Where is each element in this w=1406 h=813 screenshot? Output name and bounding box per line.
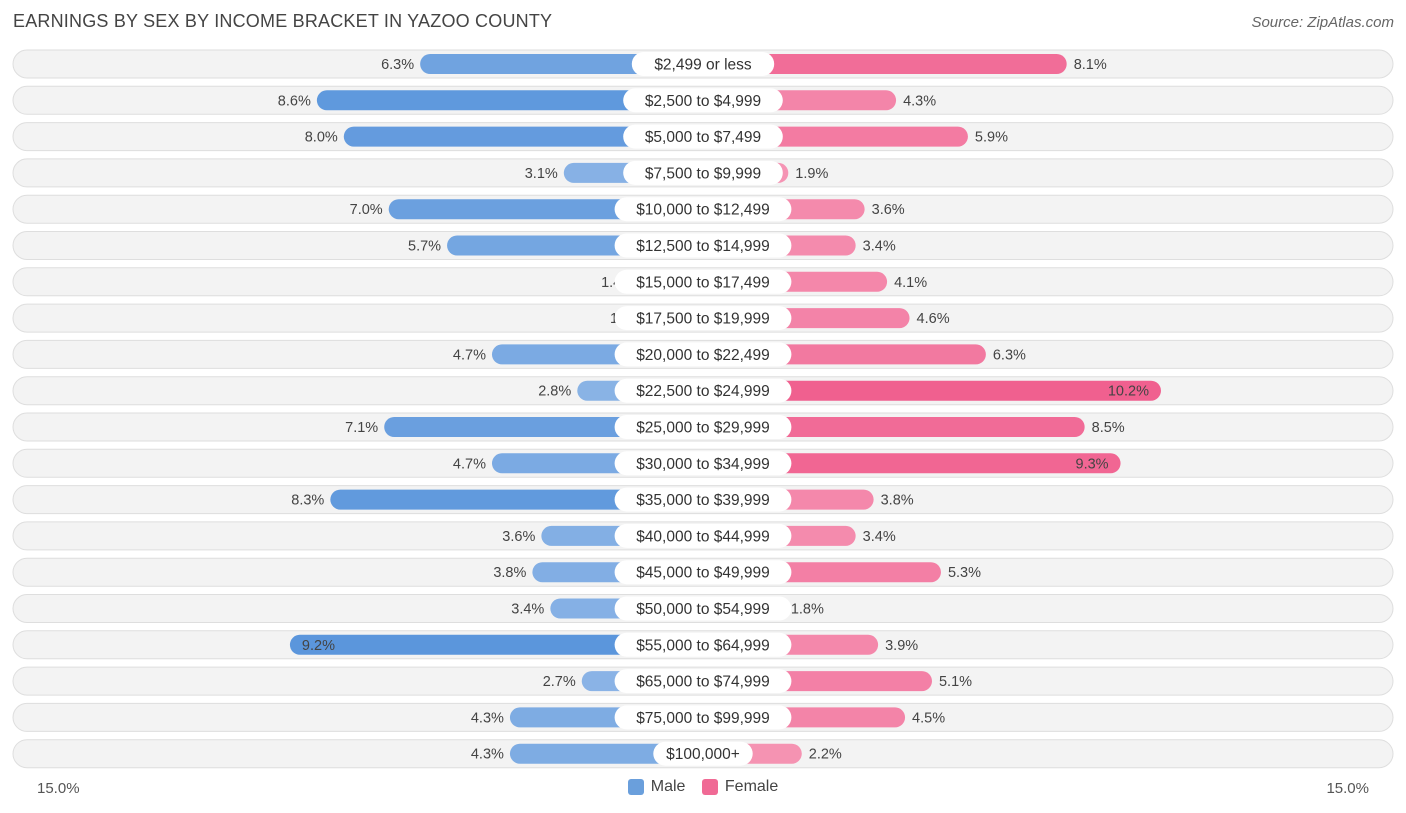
- category-pill: [614, 560, 792, 585]
- female-value-label: 1.9%: [795, 166, 828, 182]
- male-value-label: 7.1%: [345, 420, 378, 436]
- legend-label-male: Male: [650, 778, 686, 795]
- category-label: $2,499 or less: [654, 57, 752, 74]
- female-value-label: 5.3%: [948, 565, 981, 581]
- category-pill: [614, 705, 792, 730]
- category-label: $15,000 to $17,499: [636, 274, 770, 291]
- male-bar: [420, 54, 703, 74]
- legend-label-female: Female: [724, 778, 779, 795]
- female-value-label: 3.6%: [872, 202, 905, 218]
- legend-swatch-female: [701, 779, 718, 795]
- category-label: $35,000 to $39,999: [636, 492, 770, 509]
- male-value-label: 4.7%: [453, 456, 486, 472]
- category-pill: [614, 269, 792, 294]
- male-value-label: 8.3%: [291, 493, 324, 509]
- category-label: $2,500 to $4,999: [645, 93, 761, 110]
- category-pill: [614, 233, 792, 258]
- female-value-label: 4.1%: [894, 275, 927, 291]
- category-pill: [653, 741, 753, 766]
- female-value-label: 5.1%: [939, 674, 972, 690]
- category-label: $17,500 to $19,999: [636, 311, 770, 328]
- male-value-label: 2.8%: [538, 384, 571, 400]
- female-bar: [703, 453, 1121, 474]
- female-bar: [703, 54, 1067, 74]
- male-value-label: 5.7%: [408, 239, 441, 255]
- category-label: $100,000+: [666, 746, 740, 763]
- male-value-label: 9.2%: [302, 638, 335, 654]
- female-value-label: 4.5%: [912, 710, 945, 726]
- male-bar: [316, 90, 703, 111]
- category-label: $20,000 to $22,499: [636, 347, 770, 364]
- category-pill: [614, 378, 792, 403]
- category-pill: [614, 197, 792, 222]
- female-value-label: 6.3%: [993, 347, 1026, 363]
- female-value-label: 9.3%: [1076, 456, 1109, 472]
- female-value-label: 8.1%: [1074, 57, 1107, 73]
- female-bar: [703, 417, 1085, 437]
- category-pill: [614, 342, 792, 367]
- category-label: $22,500 to $24,999: [636, 383, 770, 400]
- category-pill: [614, 306, 792, 331]
- category-pill: [631, 52, 775, 76]
- female-value-label: 10.2%: [1108, 384, 1149, 400]
- female-value-label: 4.6%: [917, 311, 950, 327]
- male-value-label: 7.0%: [350, 202, 383, 218]
- category-pill: [614, 523, 792, 548]
- female-value-label: 4.3%: [903, 93, 936, 109]
- category-pill: [614, 487, 792, 512]
- category-label: $50,000 to $54,999: [636, 601, 770, 618]
- legend-item-male: Male: [627, 778, 686, 796]
- category-pill: [614, 596, 792, 621]
- category-label: $7,500 to $9,999: [645, 165, 761, 182]
- category-label: $12,500 to $14,999: [636, 238, 770, 255]
- legend-item-female: Female: [701, 778, 779, 796]
- male-bar: [343, 126, 703, 147]
- female-value-label: 2.2%: [809, 747, 842, 763]
- category-pill: [614, 415, 792, 439]
- category-label: $30,000 to $34,999: [636, 456, 770, 473]
- female-value-label: 3.4%: [863, 239, 896, 255]
- axis-left-label: 15.0%: [37, 780, 80, 797]
- male-value-label: 3.6%: [502, 529, 535, 545]
- female-value-label: 1.8%: [791, 602, 824, 618]
- category-pill: [623, 160, 783, 185]
- male-value-label: 8.0%: [305, 130, 338, 146]
- male-value-label: 3.8%: [493, 565, 526, 581]
- axis-right-label: 15.0%: [1326, 780, 1369, 797]
- female-value-label: 8.5%: [1092, 420, 1125, 436]
- source-label: Source: ZipAtlas.com: [1251, 14, 1394, 31]
- category-pill: [623, 124, 783, 149]
- female-value-label: 3.8%: [881, 493, 914, 509]
- chart-title: EARNINGS BY SEX BY INCOME BRACKET IN YAZ…: [13, 11, 553, 31]
- female-bar: [703, 380, 1161, 401]
- male-value-label: 4.3%: [471, 710, 504, 726]
- category-label: $25,000 to $29,999: [636, 420, 770, 437]
- male-value-label: 6.3%: [381, 57, 414, 73]
- legend: Male Female: [0, 778, 1406, 800]
- female-value-label: 3.4%: [863, 529, 896, 545]
- male-bar: [289, 634, 703, 655]
- male-bar: [330, 489, 703, 510]
- male-value-label: 3.4%: [511, 602, 544, 618]
- category-label: $40,000 to $44,999: [636, 528, 770, 545]
- male-value-label: 3.1%: [525, 166, 558, 182]
- male-value-label: 4.3%: [471, 747, 504, 763]
- category-pill: [623, 88, 783, 113]
- category-label: $5,000 to $7,499: [645, 129, 761, 146]
- female-value-label: 5.9%: [975, 130, 1008, 146]
- category-pill: [614, 632, 792, 657]
- category-label: $45,000 to $49,999: [636, 565, 770, 582]
- category-label: $75,000 to $99,999: [636, 710, 770, 727]
- male-value-label: 4.7%: [453, 347, 486, 363]
- category-label: $10,000 to $12,499: [636, 202, 770, 219]
- category-pill: [614, 669, 792, 694]
- male-value-label: 8.6%: [278, 93, 311, 109]
- category-label: $65,000 to $74,999: [636, 674, 770, 691]
- legend-swatch-male: [627, 779, 644, 795]
- category-pill: [614, 451, 792, 476]
- male-value-label: 2.7%: [543, 674, 576, 690]
- female-value-label: 3.9%: [885, 638, 918, 654]
- category-label: $55,000 to $64,999: [636, 637, 770, 654]
